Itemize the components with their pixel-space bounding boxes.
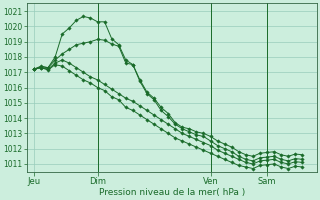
X-axis label: Pression niveau de la mer( hPa ): Pression niveau de la mer( hPa ) — [99, 188, 245, 197]
